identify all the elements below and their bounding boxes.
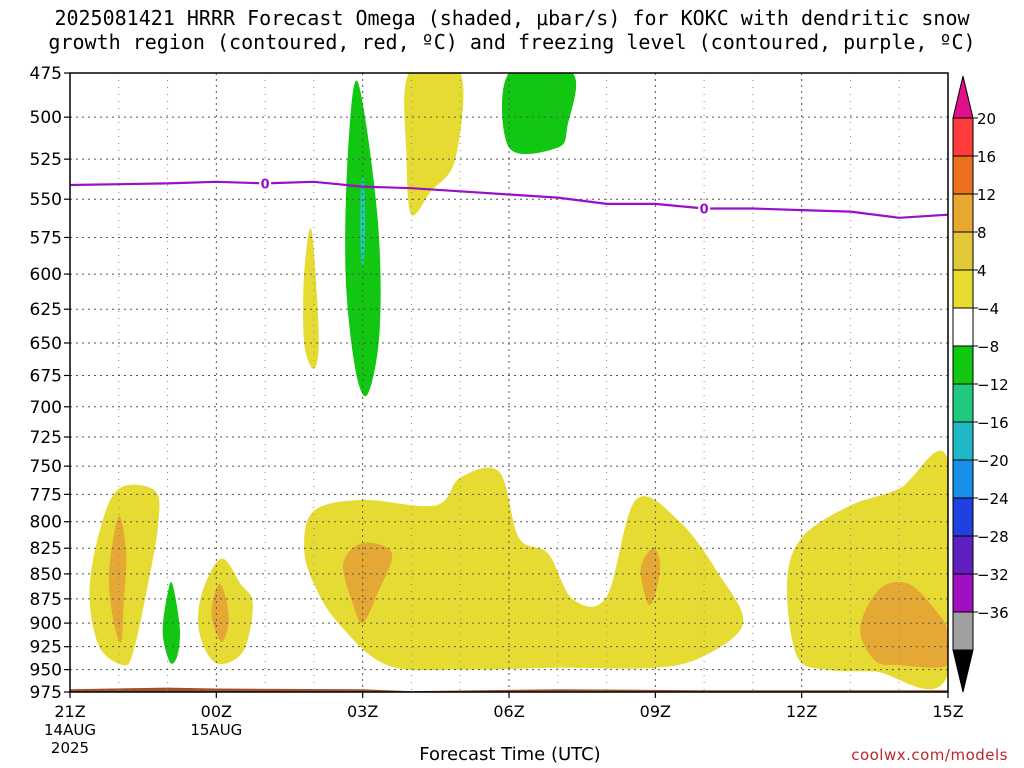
- y-tick-label: 900: [30, 614, 62, 634]
- x-tick-year-label: 2025: [51, 739, 89, 757]
- y-tick-label: 675: [30, 366, 62, 386]
- y-tick-label: 825: [30, 539, 62, 559]
- omega-region-10: [342, 542, 393, 624]
- y-tick-label: 575: [30, 228, 62, 248]
- x-axis-label: Forecast Time (UTC): [419, 744, 601, 765]
- y-tick-label: 625: [30, 300, 62, 320]
- omega-region-13: [860, 581, 948, 668]
- colorbar-label: −24: [977, 490, 1009, 508]
- colorbar-swatch-2: [952, 193, 974, 233]
- y-tick-label: 600: [30, 265, 62, 285]
- colorbar-swatch-1: [952, 155, 974, 195]
- chart-title-line-1: 2025081421 HRRR Forecast Omega (shaded, …: [54, 6, 970, 30]
- omega-region-4: [211, 583, 229, 643]
- colorbar-label: −16: [977, 414, 1009, 432]
- y-tick-label: 525: [30, 150, 62, 170]
- colorbar-swatch-0: [952, 117, 974, 157]
- colorbar-label: 4: [977, 262, 987, 280]
- x-tick-date-label: 15AUG: [190, 721, 242, 739]
- x-tick-label: 00Z: [201, 702, 232, 721]
- omega-region-8: [501, 73, 577, 154]
- freezing-level-line: [69, 180, 949, 219]
- colorbar-swatch-11: [952, 535, 974, 575]
- chart-title-line-2: growth region (contoured, red, ºC) and f…: [48, 30, 976, 54]
- y-tick-label: 750: [30, 457, 62, 477]
- omega-region-5: [303, 228, 319, 370]
- x-tick-label: 21Z: [54, 702, 85, 721]
- y-tick-label: 975: [30, 683, 62, 703]
- colorbar-swatch-5: [952, 307, 974, 347]
- plot-area: 0 0 475 500 525 550 575 600 625 650 675 700 725 750 77…: [30, 64, 964, 757]
- colorbar-label: 8: [977, 224, 987, 242]
- freezing-level-label: 0: [700, 203, 709, 218]
- colorbar-swatch-10: [952, 497, 974, 537]
- colorbar-label: −8: [977, 338, 999, 356]
- colorbar-label: −36: [977, 604, 1009, 622]
- y-tick-label: 925: [30, 638, 62, 658]
- freezing-label-bg-0: [259, 176, 272, 190]
- colorbar-bottom-arrow: [952, 649, 974, 693]
- colorbar-swatch-7: [952, 383, 974, 423]
- x-tick-label: 09Z: [640, 702, 671, 721]
- omega-region-2: [162, 582, 181, 664]
- y-tick-label: 775: [30, 485, 62, 505]
- chart-title: 2025081421 HRRR Forecast Omega (shaded, …: [0, 6, 1024, 54]
- omega-region-9: [304, 467, 744, 671]
- colorbar-swatch-3: [952, 231, 974, 271]
- y-tick-label: 800: [30, 513, 62, 533]
- source-credit: coolwx.com/models: [851, 746, 1008, 764]
- y-tick-label: 875: [30, 590, 62, 610]
- colorbar-label: −32: [977, 566, 1009, 584]
- terrain-strip: [70, 687, 948, 692]
- omega-core-cyan: [360, 177, 366, 268]
- colorbar-label: −20: [977, 452, 1009, 470]
- y-tick-label: 550: [30, 190, 62, 210]
- x-tick-label: 03Z: [347, 702, 378, 721]
- colorbar-swatch-13: [952, 611, 974, 651]
- colorbar-label: −28: [977, 528, 1009, 546]
- colorbar-label: 16: [977, 148, 996, 166]
- y-tick-label: 950: [30, 661, 62, 681]
- colorbar-swatch-8: [952, 421, 974, 461]
- y-tick-label: 850: [30, 565, 62, 585]
- y-tick-label: 700: [30, 398, 62, 418]
- x-tick-label: 12Z: [786, 702, 817, 721]
- y-tick-label: 725: [30, 428, 62, 448]
- x-tick-date-label: 14AUG: [44, 721, 96, 739]
- colorbar-label: −12: [977, 376, 1009, 394]
- colorbar-top-arrow: [952, 75, 974, 119]
- colorbar-label: 12: [977, 186, 996, 204]
- y-tick-label: 475: [30, 64, 62, 84]
- freezing-level-label: 0: [261, 177, 270, 192]
- colorbar-swatch-9: [952, 459, 974, 499]
- colorbar: 20 16 12 8 4 −4 −8 −12 −16 −20 −24 −28 −32 −36: [952, 75, 1009, 693]
- omega-region-1: [108, 515, 127, 643]
- omega-region-7: [404, 73, 464, 216]
- x-tick-label: 06Z: [493, 702, 524, 721]
- colorbar-label: −4: [977, 300, 999, 318]
- colorbar-swatch-12: [952, 573, 974, 613]
- y-tick-label: 500: [30, 108, 62, 128]
- colorbar-label: 20: [977, 110, 996, 128]
- colorbar-swatch-6: [952, 345, 974, 385]
- plot-content: [70, 73, 948, 692]
- y-tick-label: 650: [30, 334, 62, 354]
- freezing-label-bg-1: [698, 201, 711, 215]
- colorbar-swatch-4: [952, 269, 974, 309]
- x-tick-label: 15Z: [932, 702, 963, 721]
